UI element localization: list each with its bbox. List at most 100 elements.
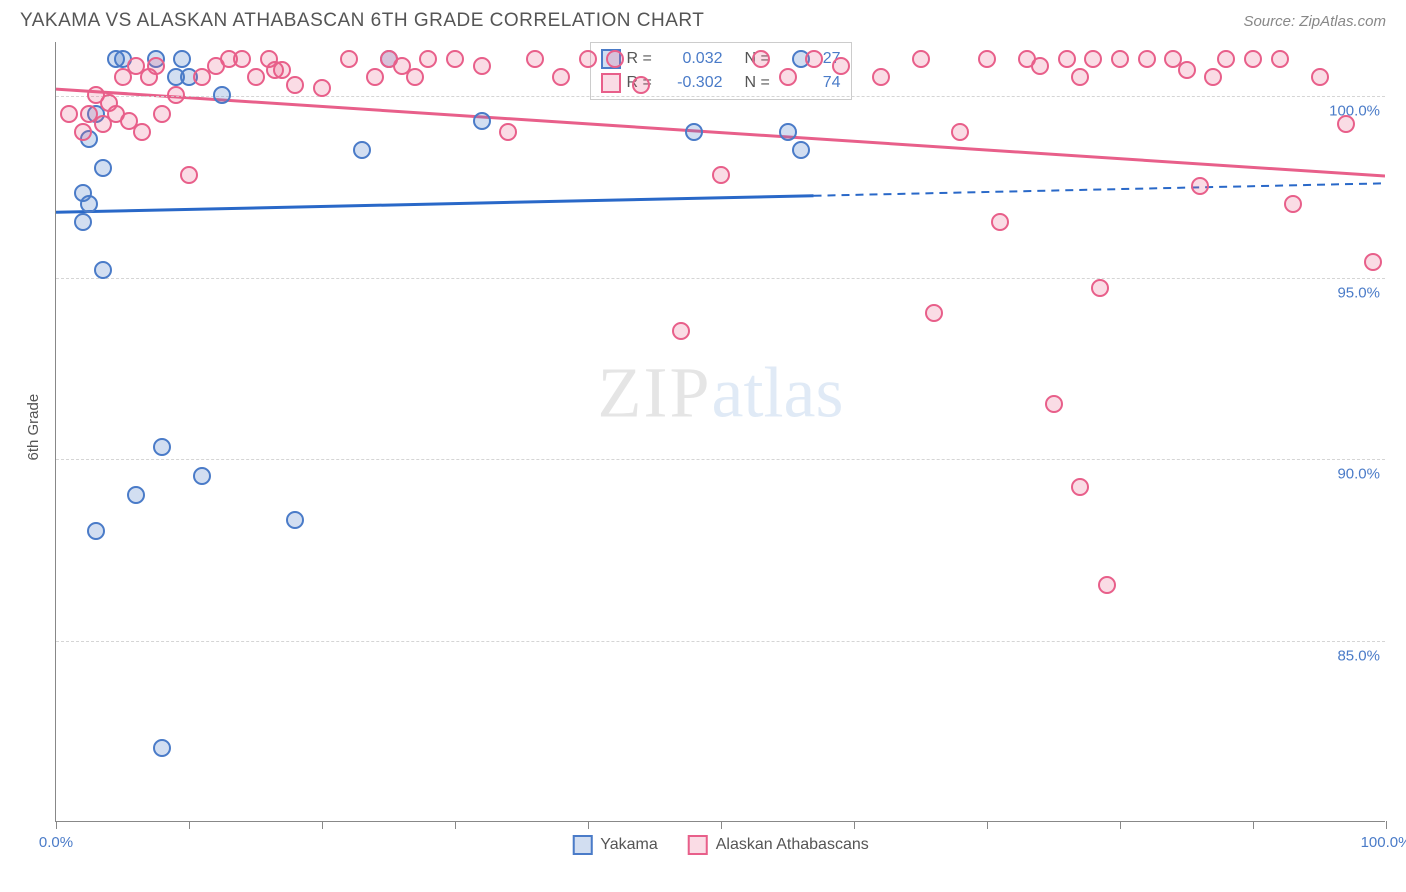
yakama-marker bbox=[353, 141, 371, 159]
yakama-marker bbox=[153, 438, 171, 456]
athabascan-marker bbox=[1031, 57, 1049, 75]
legend-label-0: Yakama bbox=[600, 836, 658, 854]
athabascan-marker bbox=[606, 50, 624, 68]
yakama-marker bbox=[779, 123, 797, 141]
athabascan-marker bbox=[978, 50, 996, 68]
athabascan-marker bbox=[1244, 50, 1262, 68]
r-label: R = bbox=[627, 50, 657, 68]
series-swatch-1 bbox=[601, 73, 621, 93]
legend-label-1: Alaskan Athabascans bbox=[716, 836, 869, 854]
chart-title: YAKAMA VS ALASKAN ATHABASCAN 6TH GRADE C… bbox=[20, 10, 704, 32]
athabascan-marker bbox=[579, 50, 597, 68]
yakama-marker bbox=[74, 213, 92, 231]
xtick bbox=[987, 821, 988, 829]
athabascan-marker bbox=[60, 105, 78, 123]
legend-swatch-0 bbox=[572, 835, 592, 855]
athabascan-marker bbox=[925, 304, 943, 322]
xtick bbox=[322, 821, 323, 829]
athabascan-marker bbox=[552, 68, 570, 86]
ytick-label: 85.0% bbox=[1337, 647, 1380, 664]
watermark: ZIPatlas bbox=[598, 351, 844, 434]
chart-header: YAKAMA VS ALASKAN ATHABASCAN 6TH GRADE C… bbox=[10, 10, 1396, 42]
y-axis-label: 6th Grade bbox=[25, 394, 42, 461]
athabascan-marker bbox=[1337, 115, 1355, 133]
athabascan-marker bbox=[273, 61, 291, 79]
xtick bbox=[1386, 821, 1387, 829]
legend: Yakama Alaskan Athabascans bbox=[572, 835, 869, 855]
scatter-plot: ZIPatlas R = 0.032 N = 27 R = -0.302 bbox=[55, 42, 1385, 822]
athabascan-marker bbox=[313, 79, 331, 97]
xtick-label: 100.0% bbox=[1361, 834, 1406, 851]
ytick-label: 95.0% bbox=[1337, 284, 1380, 301]
athabascan-marker bbox=[233, 50, 251, 68]
yakama-marker bbox=[87, 522, 105, 540]
athabascan-marker bbox=[1178, 61, 1196, 79]
athabascan-marker bbox=[1071, 478, 1089, 496]
yakama-marker bbox=[80, 195, 98, 213]
athabascan-marker bbox=[419, 50, 437, 68]
athabascan-marker bbox=[1284, 195, 1302, 213]
athabascan-marker bbox=[153, 105, 171, 123]
yakama-marker bbox=[173, 50, 191, 68]
xtick bbox=[1120, 821, 1121, 829]
athabascan-marker bbox=[805, 50, 823, 68]
athabascan-marker bbox=[1071, 68, 1089, 86]
athabascan-marker bbox=[74, 123, 92, 141]
watermark-atlas: atlas bbox=[712, 352, 844, 432]
athabascan-marker bbox=[133, 123, 151, 141]
athabascan-marker bbox=[1191, 177, 1209, 195]
yakama-marker bbox=[94, 261, 112, 279]
r-value-1: -0.302 bbox=[663, 74, 723, 92]
athabascan-marker bbox=[167, 86, 185, 104]
athabascan-marker bbox=[632, 76, 650, 94]
athabascan-marker bbox=[1098, 576, 1116, 594]
xtick bbox=[588, 821, 589, 829]
athabascan-marker bbox=[180, 166, 198, 184]
gridline-h bbox=[56, 641, 1385, 642]
athabascan-marker bbox=[912, 50, 930, 68]
athabascan-marker bbox=[366, 68, 384, 86]
n-label: N = bbox=[745, 74, 775, 92]
plot-wrapper: 6th Grade ZIPatlas R = 0.032 N = 27 R = bbox=[10, 42, 1396, 862]
watermark-zip: ZIP bbox=[598, 352, 712, 432]
xtick bbox=[56, 821, 57, 829]
athabascan-marker bbox=[340, 50, 358, 68]
ytick-label: 100.0% bbox=[1329, 103, 1380, 120]
gridline-h bbox=[56, 459, 1385, 460]
athabascan-marker bbox=[672, 322, 690, 340]
athabascan-marker bbox=[1311, 68, 1329, 86]
xtick bbox=[189, 821, 190, 829]
athabascan-marker bbox=[779, 68, 797, 86]
athabascan-marker bbox=[1091, 279, 1109, 297]
athabascan-marker bbox=[473, 57, 491, 75]
yakama-marker bbox=[193, 467, 211, 485]
athabascan-marker bbox=[1138, 50, 1156, 68]
athabascan-marker bbox=[1217, 50, 1235, 68]
yakama-marker bbox=[127, 486, 145, 504]
athabascan-marker bbox=[1204, 68, 1222, 86]
athabascan-marker bbox=[526, 50, 544, 68]
chart-container: YAKAMA VS ALASKAN ATHABASCAN 6TH GRADE C… bbox=[10, 10, 1396, 882]
source-attribution: Source: ZipAtlas.com bbox=[1243, 13, 1386, 30]
ytick-label: 90.0% bbox=[1337, 466, 1380, 483]
yakama-marker bbox=[685, 123, 703, 141]
athabascan-marker bbox=[247, 68, 265, 86]
yakama-marker bbox=[153, 739, 171, 757]
gridline-h bbox=[56, 278, 1385, 279]
legend-swatch-1 bbox=[688, 835, 708, 855]
athabascan-marker bbox=[951, 123, 969, 141]
athabascan-marker bbox=[832, 57, 850, 75]
xtick bbox=[455, 821, 456, 829]
athabascan-marker bbox=[147, 57, 165, 75]
athabascan-marker bbox=[752, 50, 770, 68]
xtick bbox=[854, 821, 855, 829]
yakama-marker bbox=[94, 159, 112, 177]
xtick bbox=[721, 821, 722, 829]
yakama-marker bbox=[473, 112, 491, 130]
athabascan-marker bbox=[1084, 50, 1102, 68]
yakama-marker bbox=[213, 86, 231, 104]
athabascan-marker bbox=[286, 76, 304, 94]
athabascan-marker bbox=[406, 68, 424, 86]
xtick bbox=[1253, 821, 1254, 829]
athabascan-marker bbox=[446, 50, 464, 68]
